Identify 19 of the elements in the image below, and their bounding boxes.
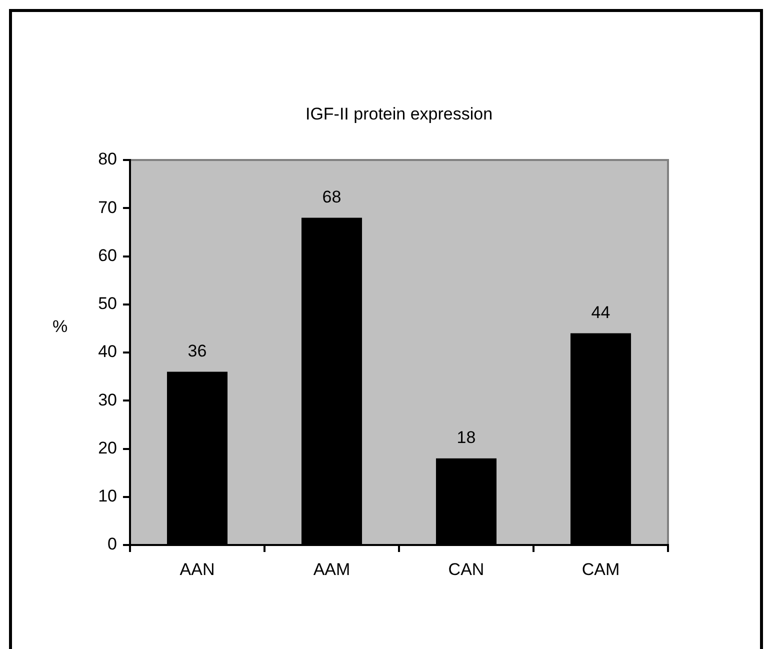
y-tick-label: 30: [98, 390, 117, 410]
y-tick-label: 0: [108, 534, 117, 554]
y-tick-label: 40: [98, 342, 117, 362]
y-tick-label: 50: [98, 294, 117, 314]
x-tick-label: CAN: [448, 560, 484, 579]
x-tick-label: AAM: [313, 560, 350, 579]
x-tick-label: AAN: [180, 560, 215, 579]
data-label: 36: [188, 341, 207, 360]
y-tick-label: 10: [98, 486, 117, 506]
data-label: 18: [456, 428, 476, 448]
y-tick-label: 60: [98, 246, 117, 265]
y-axis-title: %: [52, 317, 68, 336]
data-label: 68: [322, 187, 342, 206]
data-label: 44: [591, 302, 610, 322]
y-tick-label: 80: [98, 150, 117, 169]
x-tick-label: CAM: [582, 560, 620, 579]
y-tick-label: 70: [98, 198, 117, 217]
y-tick-label: 20: [98, 438, 117, 458]
chart-title: IGF-II protein expression: [305, 104, 493, 124]
